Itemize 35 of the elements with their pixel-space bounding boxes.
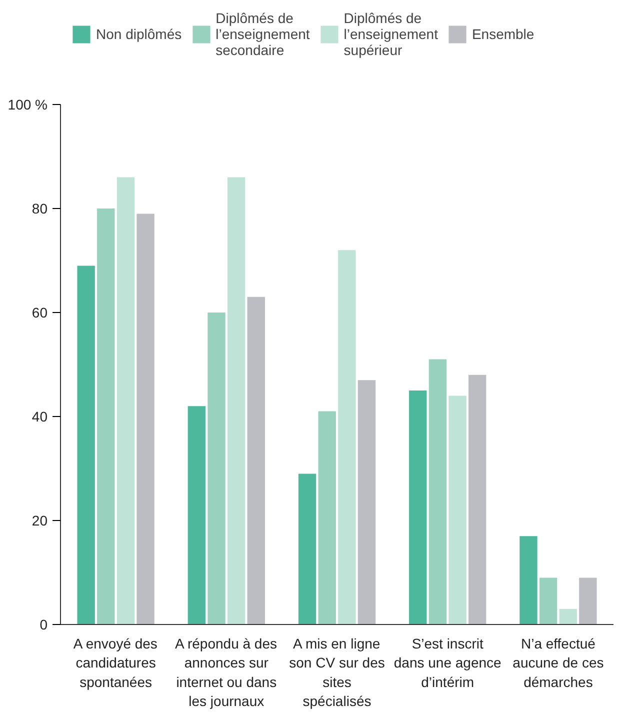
bar	[358, 380, 376, 624]
y-tick-label: 0	[40, 616, 48, 632]
bar	[77, 266, 95, 624]
y-tick-label: 40	[32, 408, 48, 424]
legend-label: Non diplômés	[96, 26, 182, 42]
bar	[559, 608, 577, 624]
y-tick-label: 80	[32, 200, 48, 216]
y-tick-label: 20	[32, 512, 48, 528]
legend-label: Diplômés de l’enseignement supérieur	[344, 10, 438, 58]
bar	[298, 474, 316, 624]
bar	[448, 396, 466, 624]
y-tick-label: 100 %	[8, 96, 48, 112]
bar	[428, 359, 447, 624]
bar	[136, 214, 154, 624]
bar	[227, 177, 246, 624]
bar	[97, 208, 115, 624]
bar	[539, 578, 558, 624]
bar	[520, 536, 538, 624]
x-tick-label: A envoyé des candidatures spontanées	[73, 636, 158, 690]
legend-label: Diplômés de l’enseignement secondaire	[216, 10, 310, 58]
bar	[409, 390, 427, 624]
x-tick-label: A répondu à des annonces sur internet ou dans les journaux	[175, 636, 278, 710]
bar	[188, 406, 206, 624]
bar	[579, 578, 597, 624]
bar	[208, 312, 226, 624]
bar	[338, 250, 356, 624]
x-tick-label: S’est inscrit dans une agence d’intérim	[394, 636, 502, 690]
bar	[116, 177, 135, 624]
bar	[318, 411, 336, 624]
legend-label: Ensemble	[472, 26, 534, 42]
bar	[468, 374, 486, 624]
x-tick-label: A mis en ligne son CV sur des sites spécialisés	[289, 636, 385, 710]
x-tick-label: N’a effectué aucune de ces démarches	[512, 636, 604, 690]
bar	[247, 296, 265, 624]
y-tick-label: 60	[32, 304, 48, 320]
